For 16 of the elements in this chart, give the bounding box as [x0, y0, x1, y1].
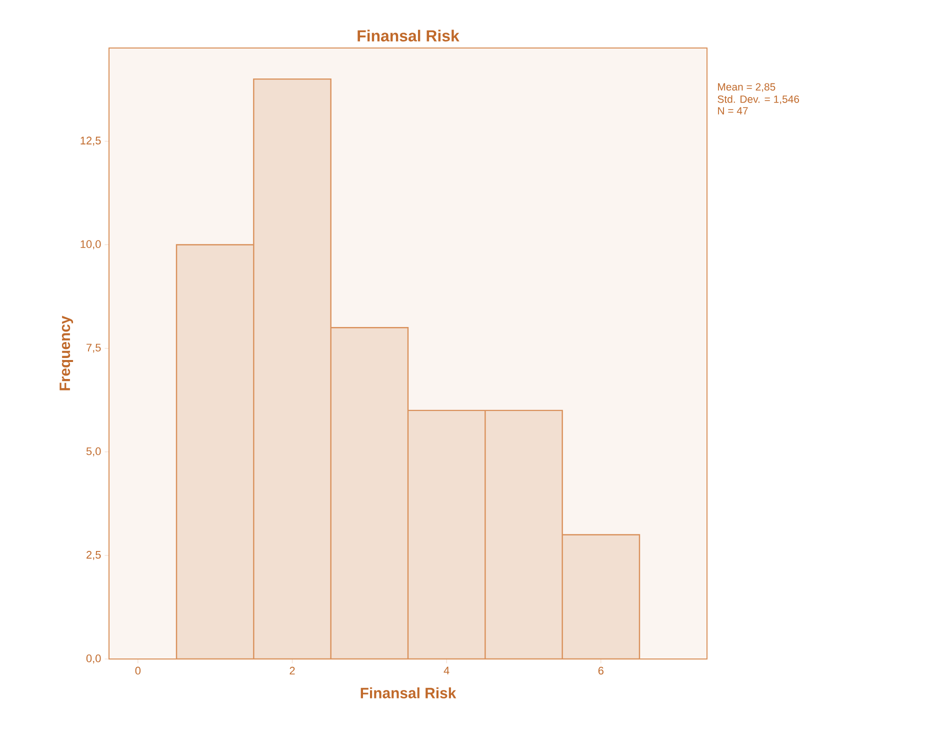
text: Std. Dev. = 1,546 [718, 95, 800, 104]
x-tick-label: 6 [598, 666, 604, 675]
y-tick-label: 7,5 [86, 344, 101, 353]
text: Mean = 2,85 [718, 83, 776, 92]
text: N = 47 [718, 107, 748, 114]
x-tick-label: 4 [444, 666, 450, 674]
y-tick-label: 2,5 [86, 550, 101, 560]
x-tick-label: 2 [290, 666, 295, 674]
y-tick-label: 5,0 [86, 447, 101, 456]
y-tick-label: 12,5 [80, 136, 101, 146]
x-axis-title: Finansal Risk [360, 687, 456, 698]
x-tick-label: 0 [135, 666, 141, 675]
y-axis-title: Frequency [60, 316, 74, 390]
chart-title: Finansal Risk [358, 30, 460, 42]
y-tick-label: 10,0 [80, 240, 101, 250]
y-tick-label: 0,0 [86, 654, 101, 664]
